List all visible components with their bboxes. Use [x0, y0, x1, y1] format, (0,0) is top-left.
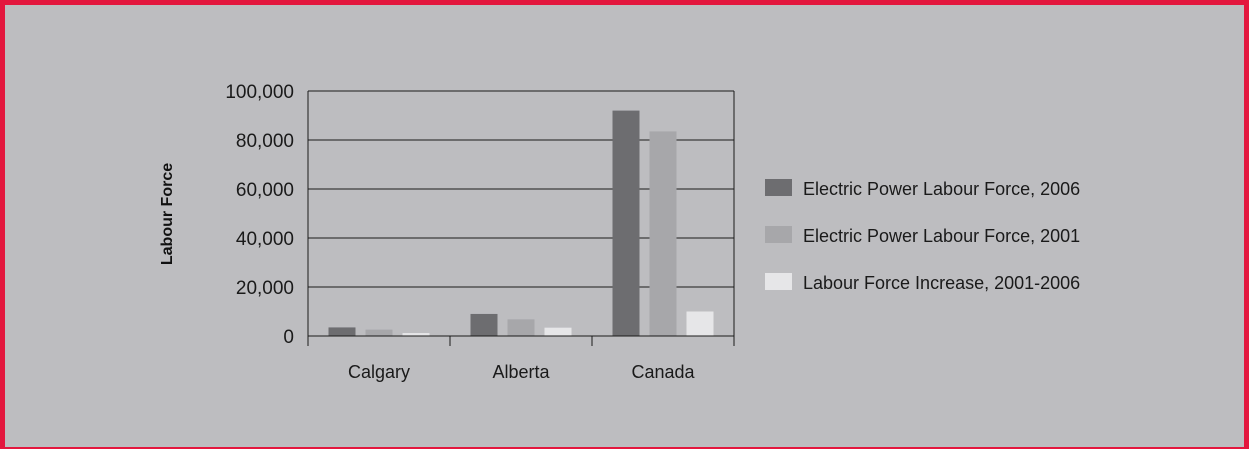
bar [402, 333, 430, 336]
legend-label: Labour Force Increase, 2001-2006 [803, 273, 1080, 293]
bar-chart: 0 20,000 40,000 60,000 80,000 100,000 Calgary… [159, 82, 1080, 382]
legend-label: Electric Power Labour Force, 2001 [803, 226, 1080, 246]
bar [649, 131, 677, 336]
legend-swatch [765, 273, 792, 290]
x-tick-labels: Calgary Alberta Canada [348, 362, 696, 382]
y-tick-label: 20,000 [236, 278, 294, 299]
legend-swatch [765, 226, 792, 243]
y-tick-label: 0 [283, 327, 294, 348]
bar [328, 327, 356, 336]
y-tick-label: 60,000 [236, 180, 294, 201]
legend: Electric Power Labour Force, 2006 Electri… [765, 179, 1080, 293]
axes [307, 91, 735, 346]
x-tick-label: Canada [631, 362, 695, 382]
legend-swatch [765, 179, 792, 196]
y-tick-label: 80,000 [236, 131, 294, 152]
bar [365, 329, 393, 336]
legend-label: Electric Power Labour Force, 2006 [803, 179, 1080, 199]
bar [612, 110, 640, 336]
y-tick-label: 100,000 [225, 82, 294, 103]
x-tick-label: Calgary [348, 362, 410, 382]
bar [544, 327, 572, 336]
bar [507, 319, 535, 336]
y-axis-title: Labour Force [159, 163, 176, 265]
y-tick-labels: 0 20,000 40,000 60,000 80,000 100,000 [225, 82, 294, 348]
bar [686, 311, 714, 336]
bar [470, 313, 498, 336]
y-tick-label: 40,000 [236, 229, 294, 250]
bar-group [328, 110, 714, 336]
x-tick-label: Alberta [492, 362, 550, 382]
